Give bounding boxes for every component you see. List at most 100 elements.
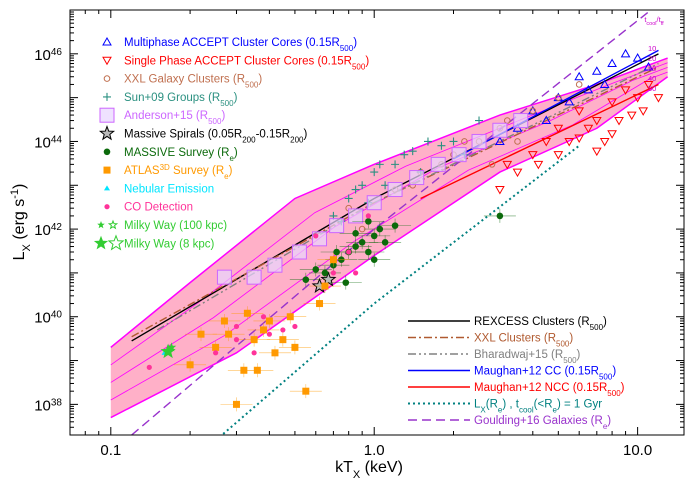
data-point: [329, 218, 345, 234]
data-point: [614, 117, 624, 126]
relation-line: [220, 144, 580, 435]
data-point: [316, 300, 324, 308]
data-point: [260, 314, 267, 320]
legend-marker: [102, 56, 112, 66]
data-point: [591, 117, 602, 126]
data-point: [352, 230, 359, 237]
data-point: [212, 343, 220, 351]
relation-line: [156, 62, 659, 331]
data-point: [197, 330, 205, 338]
data-point: [400, 150, 409, 159]
legend-marker: [103, 166, 111, 174]
data-point: [220, 317, 228, 325]
data-point: [541, 115, 552, 125]
data-point: [599, 79, 610, 88]
x-tick-label: 1.0: [364, 442, 385, 459]
data-point: [250, 336, 258, 344]
data-point: [232, 400, 240, 408]
data-point: [353, 270, 359, 276]
tcool-band-inner-line: [110, 71, 668, 401]
data-point: [313, 233, 319, 239]
data-point: [344, 194, 353, 203]
data-point: [166, 342, 177, 352]
data-point: [607, 98, 617, 107]
data-point: [286, 313, 294, 321]
data-point: [358, 238, 366, 246]
data-point: [527, 151, 538, 160]
leg-goulding: Goulding+16 Galaxies (Re): [474, 415, 611, 431]
data-point: [607, 130, 617, 139]
data-point: [366, 195, 382, 211]
x-tick-label: 10.0: [623, 442, 652, 459]
data-point: [271, 349, 279, 357]
data-point: [381, 238, 389, 246]
data-point: [279, 336, 287, 344]
data-point: [253, 366, 261, 374]
leg-mw100: Milky Way (100 kpc): [124, 220, 227, 232]
data-point: [292, 323, 298, 330]
data-point: [260, 326, 268, 334]
data-point: [233, 323, 240, 330]
legend-marker: [107, 219, 119, 230]
leg-co: CO Detection: [124, 202, 193, 214]
leg-xxl-clusters: XXL Clusters (R500): [474, 333, 573, 349]
y-axis-label: LX (erg s-1): [9, 184, 33, 261]
legend-markers: Multiphase ACCEPT Cluster Cores (0.15R50…: [93, 36, 369, 251]
data-point: [626, 111, 637, 121]
data-point: [574, 107, 585, 116]
tcool-label: 30: [648, 64, 656, 73]
data-point: [643, 80, 654, 90]
data-point: [320, 271, 337, 287]
tcool-label: 40: [648, 74, 656, 83]
leg-maughan-cc: Maughan+12 CC (0.15R500): [474, 366, 616, 382]
data-point: [653, 94, 664, 103]
data-point: [620, 48, 631, 58]
data-point: [632, 53, 643, 62]
leg-anderson: Anderson+15 (R500): [124, 110, 225, 126]
data-point: [302, 387, 310, 395]
legend-marker: [107, 234, 125, 251]
data-point: [186, 361, 194, 369]
data-point: [564, 137, 575, 147]
data-point: [251, 350, 257, 356]
data-point: [365, 248, 372, 256]
data-point: [370, 232, 378, 240]
data-point: [514, 138, 521, 145]
data-point: [391, 160, 400, 169]
data-point: [312, 266, 320, 273]
x-axis-label: kTX (keV): [335, 459, 403, 481]
data-point: [430, 156, 446, 172]
data-point: [437, 141, 446, 150]
y-tick-label: 1042: [34, 222, 62, 240]
data-point: [471, 133, 487, 149]
leg-singlephase: Single Phase ACCEPT Cluster Cores (0.15R…: [124, 55, 369, 71]
data-point: [591, 66, 602, 75]
data-point: [451, 147, 467, 163]
data-point: [408, 147, 417, 156]
legend-marker: [103, 75, 111, 82]
data-point: [365, 213, 371, 219]
data-point: [475, 116, 484, 125]
relation-line: [131, 10, 653, 435]
legend-marker: [99, 107, 115, 123]
leg-maughan-ncc: Maughan+12 NCC (0.15R500): [474, 382, 625, 398]
data-point: [492, 122, 508, 138]
data-point: [638, 107, 649, 116]
data-point: [266, 331, 272, 337]
data-point: [280, 327, 286, 333]
data-point: [330, 270, 337, 276]
y-tick-label: 1044: [34, 134, 62, 152]
tcool-band-lower: [110, 76, 669, 419]
data-point: [333, 248, 340, 256]
data-point: [599, 137, 610, 147]
leg-mw8: Milky Way (8 kpc): [124, 238, 214, 250]
data-point: [146, 364, 152, 370]
legend-lines: REXCESS Clusters (R500)XXL Clusters (R50…: [408, 316, 625, 431]
leg-rexcess: REXCESS Clusters (R500): [474, 316, 607, 332]
leg-massive: MASSIVE Survey (Re): [124, 147, 238, 163]
data-point: [502, 160, 513, 170]
data-point: [376, 225, 384, 233]
